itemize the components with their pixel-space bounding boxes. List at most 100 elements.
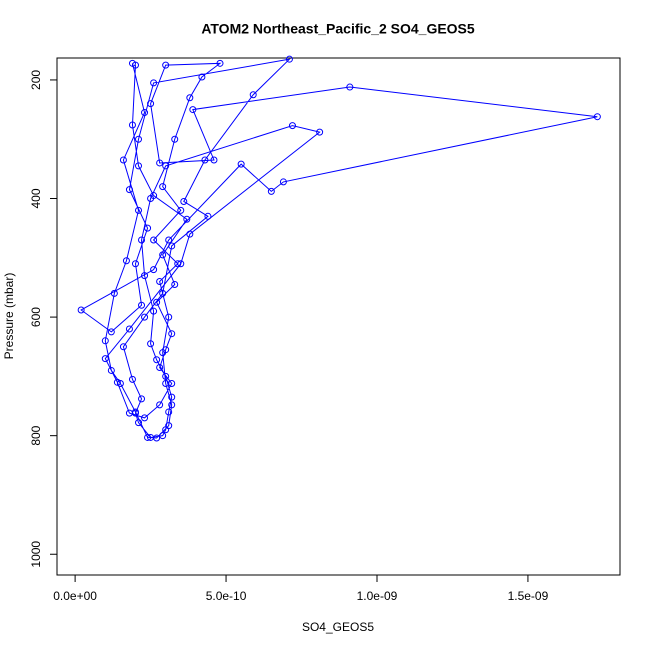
data-point	[113, 378, 121, 386]
data-point	[267, 187, 275, 195]
y-tick-label: 400	[29, 188, 43, 208]
y-tick-label: 200	[29, 70, 43, 90]
data-point	[285, 55, 293, 63]
data-point	[128, 121, 136, 129]
data-point	[162, 61, 170, 69]
data-point	[147, 340, 155, 348]
data-point	[110, 289, 118, 297]
data-point	[346, 83, 354, 91]
data-point	[107, 366, 115, 374]
data-point	[150, 307, 158, 315]
data-point	[159, 289, 167, 297]
data-point	[131, 260, 139, 268]
data-point	[165, 408, 173, 416]
data-point	[144, 433, 152, 441]
y-tick-label: 800	[29, 425, 43, 445]
data-point	[159, 432, 167, 440]
data-point	[183, 215, 191, 223]
data-point	[159, 251, 167, 259]
data-point	[168, 242, 176, 250]
data-point	[210, 156, 218, 164]
data-point	[186, 230, 194, 238]
data-point	[168, 330, 176, 338]
data-point	[128, 375, 136, 383]
data-point	[125, 325, 133, 333]
data-point	[162, 162, 170, 170]
data-point	[135, 206, 143, 214]
data-point	[147, 433, 155, 441]
data-point	[141, 109, 149, 117]
data-point	[131, 61, 139, 69]
data-point	[593, 113, 601, 121]
data-point	[204, 212, 212, 220]
data-point	[165, 236, 173, 244]
data-point	[201, 156, 209, 164]
data-point	[150, 79, 158, 87]
data-point	[162, 372, 170, 380]
y-tick-label: 1000	[29, 541, 43, 568]
data-point	[119, 156, 127, 164]
data-point	[138, 236, 146, 244]
data-point	[316, 128, 324, 136]
data-point	[159, 183, 167, 191]
data-point	[138, 301, 146, 309]
y-tick-label: 600	[29, 307, 43, 327]
y-axis-title: Pressure (mbar)	[2, 273, 16, 360]
x-tick-label: 1.5e-09	[508, 589, 549, 603]
data-point	[174, 260, 182, 268]
data-point	[165, 313, 173, 321]
data-point	[119, 343, 127, 351]
data-point	[144, 224, 152, 232]
data-point	[237, 160, 245, 168]
data-point	[168, 393, 176, 401]
data-point	[162, 426, 170, 434]
data-point	[101, 355, 109, 363]
chart-title: ATOM2 Northeast_Pacific_2 SO4_GEOS5	[201, 21, 475, 37]
data-point	[150, 266, 158, 274]
data-point	[168, 379, 176, 387]
data-point	[180, 197, 188, 205]
data-point	[150, 192, 158, 200]
data-point	[171, 135, 179, 143]
data-point	[177, 260, 185, 268]
data-point	[171, 280, 179, 288]
data-point	[135, 135, 143, 143]
data-point	[138, 395, 146, 403]
x-tick-label: 0.0e+00	[53, 589, 97, 603]
data-point	[122, 257, 130, 265]
data-point	[147, 100, 155, 108]
x-axis-title: SO4_GEOS5	[302, 620, 374, 634]
data-point	[153, 298, 161, 306]
data-point	[288, 122, 296, 130]
data-point	[101, 337, 109, 345]
data-point	[153, 356, 161, 364]
data-point	[198, 73, 206, 81]
data-point	[189, 106, 197, 114]
x-tick-label: 1.0e-09	[357, 589, 398, 603]
plot-frame	[56, 57, 621, 576]
data-point	[156, 401, 164, 409]
data-point	[168, 401, 176, 409]
x-tick-label: 5.0e-10	[206, 589, 247, 603]
data-point	[216, 59, 224, 67]
data-point	[107, 328, 115, 336]
data-point	[141, 414, 149, 422]
data-point	[125, 409, 133, 417]
data-point	[177, 206, 185, 214]
data-point	[279, 178, 287, 186]
data-point	[141, 313, 149, 321]
data-point	[156, 363, 164, 371]
data-point	[135, 419, 143, 427]
data-point	[135, 162, 143, 170]
data-point	[125, 186, 133, 194]
data-point	[156, 278, 164, 286]
data-point	[150, 236, 158, 244]
data-point	[162, 346, 170, 354]
data-point	[77, 306, 85, 314]
data-line	[80, 58, 598, 439]
data-point	[249, 91, 257, 99]
data-point	[116, 379, 124, 387]
data-point	[186, 94, 194, 102]
data-point	[156, 159, 164, 167]
